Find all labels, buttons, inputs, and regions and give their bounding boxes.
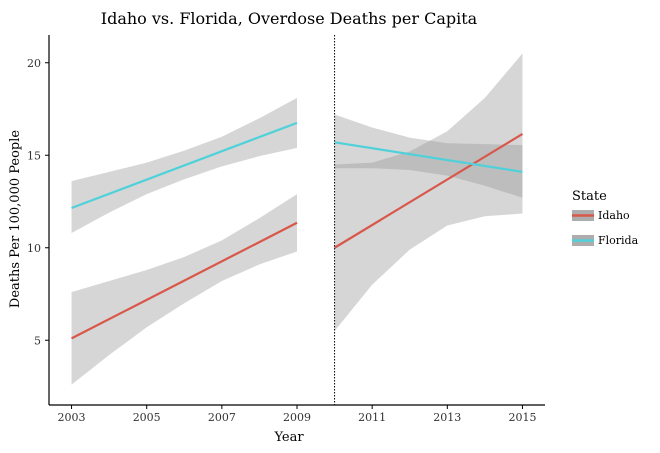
x-tick-label: 2015: [508, 411, 536, 424]
idaho-confidence-band-1: [71, 194, 297, 385]
y-ticks: 5 10 15 20: [27, 57, 49, 347]
legend: State Idaho Florida: [572, 189, 639, 247]
legend-title: State: [572, 189, 607, 204]
x-tick-label: 2005: [133, 411, 161, 424]
idaho-legend-label: Idaho: [598, 209, 630, 222]
idaho-trend-line-2: [334, 133, 524, 249]
x-tick-label: 2011: [358, 411, 386, 424]
florida-legend-label: Florida: [598, 234, 639, 247]
confidence-bands: [71, 53, 523, 385]
y-axis-label: Deaths Per 100,000 People: [8, 130, 23, 309]
y-tick-label: 10: [27, 242, 41, 255]
y-tick-label: 15: [27, 149, 41, 162]
y-tick-label: 5: [34, 334, 41, 347]
idaho-confidence-band-2: [334, 53, 523, 331]
x-ticks: 2003 2005 2007 2009 2011 2013 2015: [58, 405, 536, 424]
chart-title: Idaho vs. Florida, Overdose Deaths per C…: [101, 9, 478, 28]
x-axis-label: Year: [273, 430, 304, 445]
x-tick-label: 2013: [433, 411, 461, 424]
idaho-trend-line-1: [71, 221, 298, 340]
x-tick-label: 2003: [58, 411, 86, 424]
trend-lines: [71, 121, 524, 340]
x-tick-label: 2007: [208, 411, 236, 424]
florida-trend-line-2: [334, 141, 523, 173]
y-tick-label: 20: [27, 57, 41, 70]
x-tick-label: 2009: [283, 411, 311, 424]
florida-trend-line-1: [71, 121, 298, 210]
